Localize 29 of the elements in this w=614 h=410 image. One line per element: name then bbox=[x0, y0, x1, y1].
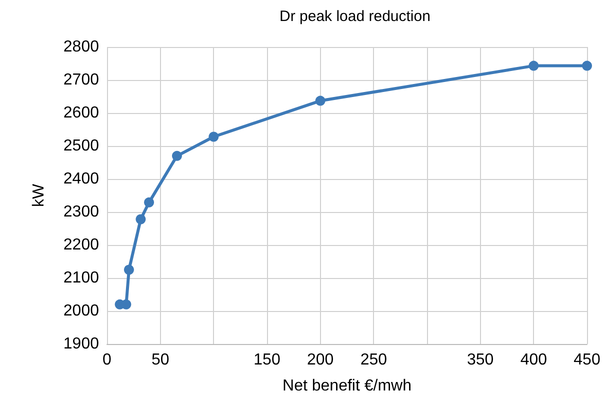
x-tick-label: 200 bbox=[306, 352, 334, 368]
y-axis-title: kW bbox=[30, 183, 48, 208]
y-tick-label: 2800 bbox=[63, 38, 100, 56]
x-tick-label: 50 bbox=[151, 352, 170, 368]
point bbox=[144, 197, 154, 208]
y-tick-label: 2200 bbox=[63, 236, 100, 254]
point bbox=[124, 264, 134, 275]
x-tick-label: 400 bbox=[520, 352, 548, 368]
y-tick-label: 2700 bbox=[63, 72, 100, 88]
point bbox=[582, 60, 592, 71]
x-tick-label: 450 bbox=[574, 352, 600, 368]
y-tick-label: 1900 bbox=[63, 336, 100, 352]
point bbox=[315, 96, 326, 106]
point bbox=[528, 60, 539, 71]
y-tick-label: 2300 bbox=[63, 204, 100, 220]
chart-title: Dr peak load reduction bbox=[280, 8, 430, 25]
y-tick-label: 2500 bbox=[63, 138, 100, 154]
y-tick-label: 2400 bbox=[63, 170, 100, 188]
y-tick-label: 2100 bbox=[63, 270, 100, 286]
point bbox=[136, 214, 146, 224]
x-tick-label: 350 bbox=[466, 352, 494, 368]
point bbox=[208, 132, 219, 142]
x-tick-label: 150 bbox=[254, 352, 280, 368]
x-axis-title: Net benefit €/mwh bbox=[282, 378, 412, 394]
point bbox=[172, 150, 182, 161]
y-tick-label: 2000 bbox=[63, 302, 100, 320]
x-tick-label: 0 bbox=[102, 352, 112, 368]
y-tick-label: 2600 bbox=[63, 104, 100, 122]
x-tick-label: 250 bbox=[360, 352, 388, 368]
